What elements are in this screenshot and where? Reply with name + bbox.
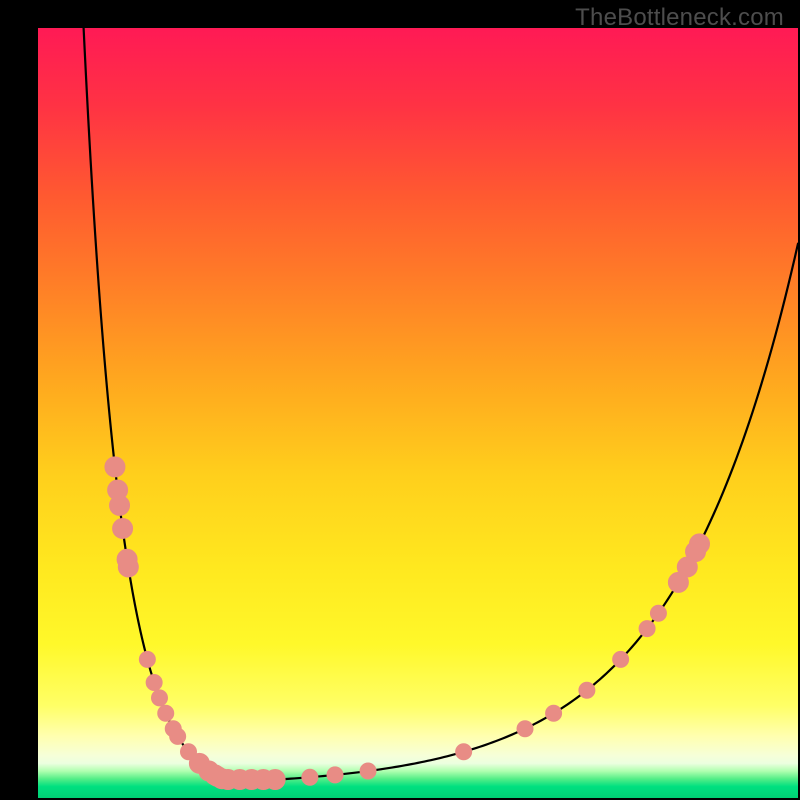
curve-marker — [456, 744, 472, 760]
curve-marker — [327, 767, 343, 783]
watermark-text: TheBottleneck.com — [575, 4, 784, 32]
curve-marker — [360, 763, 376, 779]
curve-marker — [117, 549, 137, 569]
curve-marker — [613, 651, 629, 667]
curve-marker — [302, 769, 318, 785]
frame-left — [0, 0, 38, 800]
curve-marker — [517, 721, 533, 737]
curve-marker — [105, 457, 125, 477]
curve-marker — [265, 770, 285, 790]
bottleneck-curve-chart — [0, 0, 800, 800]
curve-marker — [151, 690, 167, 706]
curve-marker — [650, 605, 666, 621]
curve-marker — [146, 675, 162, 691]
curve-marker — [639, 621, 655, 637]
curve-marker — [579, 682, 595, 698]
curve-marker — [108, 480, 128, 500]
curve-marker — [668, 572, 688, 592]
curve-marker — [113, 519, 133, 539]
curve-marker — [546, 705, 562, 721]
curve-marker — [139, 651, 155, 667]
curve-marker — [170, 728, 186, 744]
curve-marker — [158, 705, 174, 721]
